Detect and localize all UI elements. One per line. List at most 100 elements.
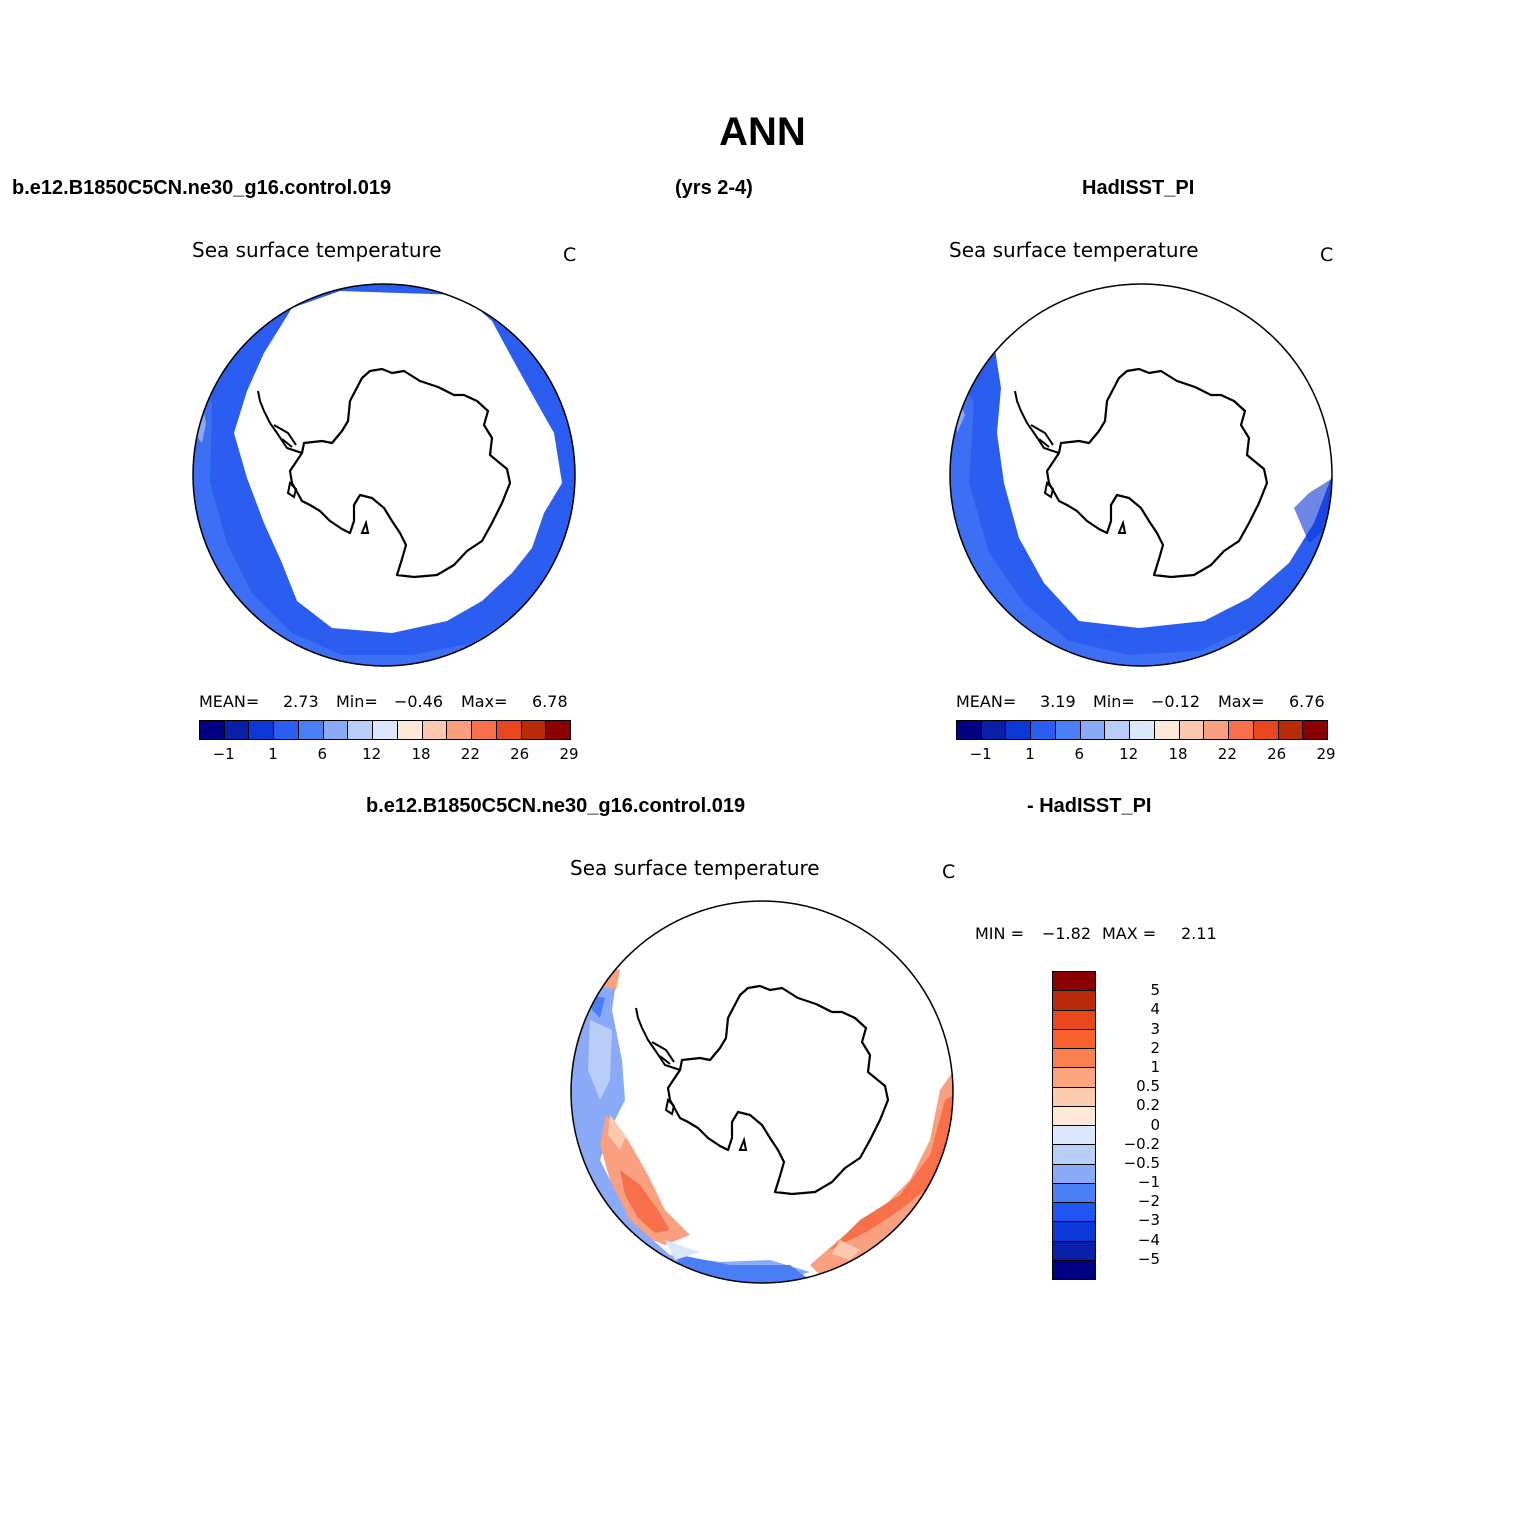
- left-mean-label: MEAN=: [199, 692, 260, 711]
- colorbar-tick-label: 6: [317, 745, 328, 763]
- colorbar-tick-label: −1: [969, 745, 992, 763]
- colorbar-swatch: [1053, 1010, 1095, 1030]
- diff-polar-map: [570, 900, 954, 1284]
- right-max-label: Max=: [1218, 692, 1265, 711]
- right-polar-map: [949, 283, 1333, 667]
- colorbar-swatch: [1053, 1068, 1095, 1088]
- colorbar-tick-label: 2: [1150, 1038, 1160, 1057]
- diff-header-case: b.e12.B1850C5CN.ne30_g16.control.019: [366, 795, 746, 817]
- right-panel-unit: C: [1320, 244, 1334, 266]
- colorbar-swatch: [1253, 721, 1279, 739]
- colorbar-tick-label: −1: [1137, 1173, 1160, 1192]
- right-mean-value: 3.19: [1040, 692, 1076, 711]
- colorbar-swatch: [1080, 721, 1106, 739]
- left-panel-title: Sea surface temperature: [192, 238, 442, 262]
- colorbar-tick-label: 12: [1119, 745, 1139, 763]
- colorbar-tick-label: 12: [362, 745, 382, 763]
- colorbar-tick-label: −2: [1137, 1192, 1160, 1211]
- colorbar-swatch: [1105, 721, 1131, 739]
- left-panel-unit: C: [563, 244, 577, 266]
- colorbar-swatch: [1053, 1222, 1095, 1242]
- colorbar-swatch: [447, 721, 473, 739]
- left-colorbar: [199, 720, 571, 740]
- colorbar-tick-label: −3: [1137, 1211, 1160, 1230]
- colorbar-swatch: [1053, 1241, 1095, 1261]
- colorbar-tick-label: −5: [1137, 1249, 1160, 1268]
- colorbar-tick-label: 18: [1168, 745, 1188, 763]
- diff-colorbar: [1052, 971, 1096, 1280]
- colorbar-swatch: [274, 721, 299, 739]
- colorbar-swatch: [1303, 721, 1328, 739]
- colorbar-tick-label: 0.5: [1136, 1077, 1160, 1096]
- colorbar-tick-label: 4: [1150, 1000, 1160, 1019]
- colorbar-tick-label: 29: [1316, 745, 1336, 763]
- right-panel-title: Sea surface temperature: [949, 238, 1199, 262]
- colorbar-tick-label: −0.5: [1123, 1153, 1160, 1172]
- right-stats: MEAN= 3.19 Min= −0.12 Max= 6.76: [956, 692, 1328, 712]
- colorbar-swatch: [323, 721, 349, 739]
- colorbar-swatch: [1130, 721, 1155, 739]
- colorbar-swatch: [224, 721, 250, 739]
- colorbar-swatch: [1055, 721, 1081, 739]
- left-min-label: Min=: [336, 692, 378, 711]
- colorbar-swatch: [1229, 721, 1254, 739]
- colorbar-swatch: [472, 721, 497, 739]
- colorbar-swatch: [1006, 721, 1032, 739]
- colorbar-tick-label: 1: [1150, 1057, 1160, 1076]
- colorbar-tick-label: −0.2: [1123, 1134, 1160, 1153]
- left-min-value: −0.46: [394, 692, 444, 711]
- colorbar-swatch: [1154, 721, 1180, 739]
- diff-colorbar-ticks: 5 4 3 2 1 0.5 0.2 0 −0.2 −0.5 −1 −2 −3 −4 −5: [1100, 971, 1160, 1278]
- diff-min-value: −1.82: [1042, 924, 1092, 943]
- right-min-value: −0.12: [1151, 692, 1201, 711]
- colorbar-swatch: [1053, 1126, 1095, 1146]
- right-colorbar: [956, 720, 1328, 740]
- left-stats: MEAN= 2.73 Min= −0.46 Max= 6.78: [199, 692, 571, 712]
- diff-header-obs: - HadISST_PI: [1027, 795, 1152, 817]
- colorbar-swatch: [1204, 721, 1230, 739]
- colorbar-swatch: [1053, 1029, 1095, 1049]
- main-title: ANN: [719, 110, 806, 154]
- left-colorbar-ticks: −1 1 6 12 18 22 26 29: [199, 745, 579, 765]
- colorbar-tick-label: −4: [1137, 1230, 1160, 1249]
- diff-panel-title: Sea surface temperature: [570, 856, 820, 880]
- colorbar-swatch: [1053, 1087, 1095, 1107]
- colorbar-tick-label: 18: [411, 745, 431, 763]
- colorbar-swatch: [1053, 972, 1095, 992]
- colorbar-swatch: [298, 721, 324, 739]
- colorbar-tick-label: 0.2: [1136, 1096, 1160, 1115]
- colorbar-swatch: [1031, 721, 1056, 739]
- diff-max-value: 2.11: [1181, 924, 1217, 943]
- right-colorbar-ticks: −1 1 6 12 18 22 26 29: [956, 745, 1336, 765]
- header-years: (yrs 2-4): [675, 177, 753, 199]
- colorbar-tick-label: 22: [1217, 745, 1237, 763]
- colorbar-tick-label: 26: [510, 745, 530, 763]
- colorbar-swatch: [373, 721, 398, 739]
- colorbar-tick-label: 22: [460, 745, 480, 763]
- right-max-value: 6.76: [1289, 692, 1325, 711]
- diff-min-label: MIN =: [975, 924, 1024, 943]
- colorbar-tick-label: 1: [268, 745, 278, 763]
- left-mean-value: 2.73: [283, 692, 319, 711]
- colorbar-tick-label: 5: [1150, 981, 1160, 1000]
- left-polar-map: [192, 283, 576, 667]
- colorbar-swatch: [200, 721, 225, 739]
- colorbar-tick-label: 6: [1074, 745, 1085, 763]
- colorbar-swatch: [1053, 1049, 1095, 1069]
- colorbar-tick-label: 26: [1267, 745, 1287, 763]
- header-case-name: b.e12.B1850C5CN.ne30_g16.control.019: [12, 177, 392, 199]
- colorbar-swatch: [422, 721, 448, 739]
- colorbar-swatch: [1053, 1183, 1095, 1203]
- right-mean-label: MEAN=: [956, 692, 1017, 711]
- colorbar-tick-label: 29: [559, 745, 579, 763]
- colorbar-swatch: [1179, 721, 1205, 739]
- colorbar-swatch: [1053, 1164, 1095, 1184]
- right-min-label: Min=: [1093, 692, 1135, 711]
- colorbar-swatch: [981, 721, 1007, 739]
- colorbar-swatch: [521, 721, 547, 739]
- colorbar-swatch: [348, 721, 374, 739]
- colorbar-swatch: [1053, 1145, 1095, 1165]
- colorbar-swatch: [1053, 1260, 1095, 1279]
- colorbar-swatch: [1278, 721, 1304, 739]
- header-obs-name: HadISST_PI: [1082, 177, 1195, 199]
